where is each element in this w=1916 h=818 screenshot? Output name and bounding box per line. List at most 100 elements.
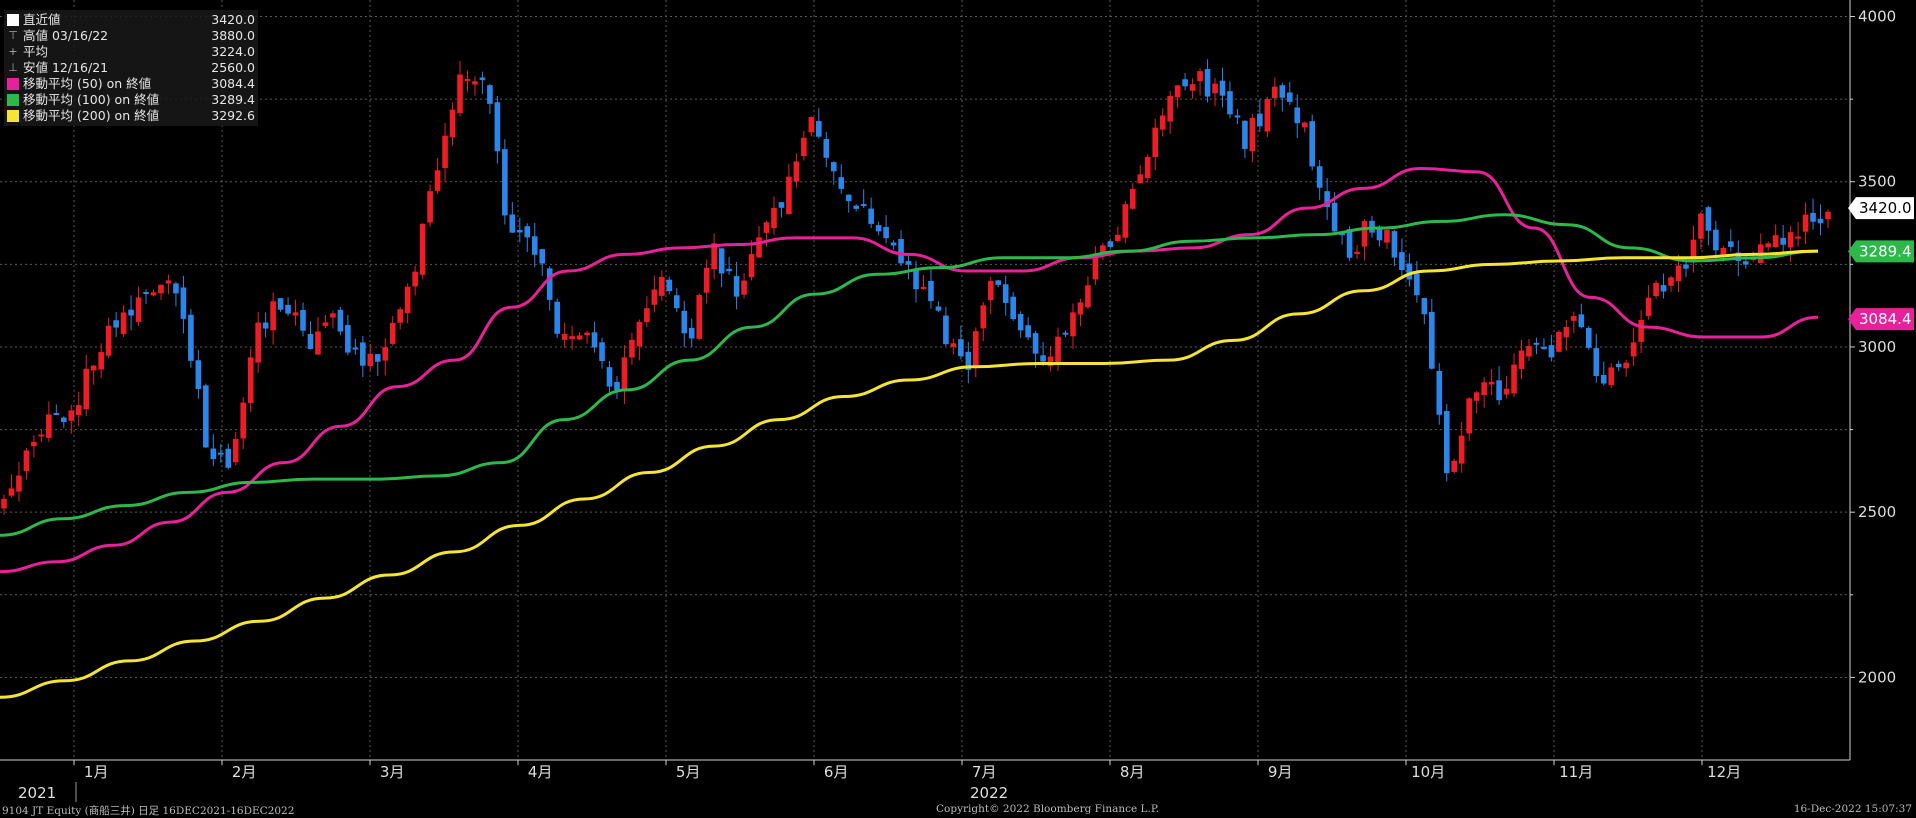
candle-body [576,335,583,340]
candle-body [696,295,703,339]
price-tag: 3289.4 [1848,240,1914,263]
candle-body [883,227,889,239]
candle-body [38,434,45,437]
footer-copyright: Copyright© 2022 Bloomberg Finance L.P. [936,803,1160,815]
candle-body [1167,95,1173,122]
candle-body [853,205,859,209]
legend-label: 移動平均 (100) on 終値 [23,92,160,107]
candle-body [1100,245,1106,253]
candle-body [1257,113,1263,127]
candle-body [502,149,508,216]
candle-body [1698,213,1704,239]
candle-body [1742,261,1749,265]
candle-body [345,325,351,353]
candle-body [875,225,882,232]
candle-body [382,347,389,361]
candle-body [1683,264,1689,269]
candle-body [1795,236,1801,239]
candle-body [46,414,52,438]
month-label: 7月 [972,763,997,781]
candle-body [1384,229,1390,243]
price-tags: 3420.0 3289.4 3084.4 [1848,197,1914,331]
candle-body [120,312,127,334]
candle-body [1653,282,1659,297]
candle-body [412,271,418,287]
candle-body [1585,327,1592,348]
candle-body [756,237,762,258]
candle-body [307,333,314,350]
candle-body [1346,229,1353,258]
candle-body [1593,348,1600,377]
candle-body [1458,435,1465,464]
chart-legend: 直近値 3420.0 ⊤ 高値 03/16/22 3880.0 + 平均 322… [4,10,258,126]
candle-body [569,336,575,340]
candle-body [143,292,149,295]
candle-body [1533,342,1540,345]
candle-body [517,230,523,233]
candle-body [1518,350,1525,369]
candle-body [1062,332,1069,335]
candle-body [816,121,822,137]
candle-body [1174,85,1181,98]
candle-body [419,223,426,275]
candle-body [1429,311,1435,369]
candle-body [1002,284,1009,303]
month-label: 5月 [676,763,701,781]
candle-body [1690,239,1697,263]
candle-body [1376,228,1383,241]
candle-body [763,222,770,233]
price-tag-label: 3289.4 [1859,242,1912,260]
candle-body [1204,69,1211,97]
candle-body [584,332,590,336]
candle-body [778,202,785,208]
candle-body [629,339,635,358]
candle-body [1675,265,1682,282]
candle-body [1488,381,1495,385]
candle-body [1451,460,1458,472]
candle-body [1354,251,1360,255]
candle-body [1331,202,1338,232]
legend-marker [7,14,19,26]
high-marker-icon: ⊤ [8,29,18,42]
candle-body [494,102,501,152]
legend-value: 3420.0 [211,12,255,27]
candle-body [1077,302,1084,315]
candle-body [1,498,7,509]
candle-body [726,268,732,272]
candle-body [845,194,852,202]
candle-body [935,306,942,311]
candle-body [427,191,433,223]
candle-body [943,315,949,345]
candle-body [61,417,67,423]
candle-body [1481,382,1487,396]
candle-body [606,367,613,387]
candle-body [240,402,247,439]
candle-body [950,343,957,347]
candle-body [1466,398,1472,434]
candle-body [808,116,815,133]
candle-body [1780,237,1786,245]
candle-body [1645,297,1652,316]
year-label: 2022 [970,784,1008,802]
candle-body [367,353,374,367]
candle-body [53,412,60,415]
candle-body [472,81,478,85]
month-label: 2月 [232,763,257,781]
legend-value: 3224.0 [211,44,255,59]
candle-body [150,292,157,296]
candlestick-series [1,59,1831,515]
legend-row-high: ⊤ 高値 03/16/22 3880.0 [7,28,255,44]
y-tick-label: 4000 [1858,8,1896,26]
candle-body [83,368,90,410]
candle-body [1825,211,1831,220]
candle-body [8,488,15,496]
y-tick-label: 3500 [1858,173,1896,191]
candle-body [1421,297,1428,315]
candle-body [1264,99,1271,132]
price-tag: 3084.4 [1848,308,1914,331]
legend-value: 3084.4 [211,76,255,91]
legend-row-ma100: 移動平均 (100) on 終値 3289.4 [7,92,255,108]
candle-body [1115,234,1121,241]
candle-body [1272,86,1278,99]
